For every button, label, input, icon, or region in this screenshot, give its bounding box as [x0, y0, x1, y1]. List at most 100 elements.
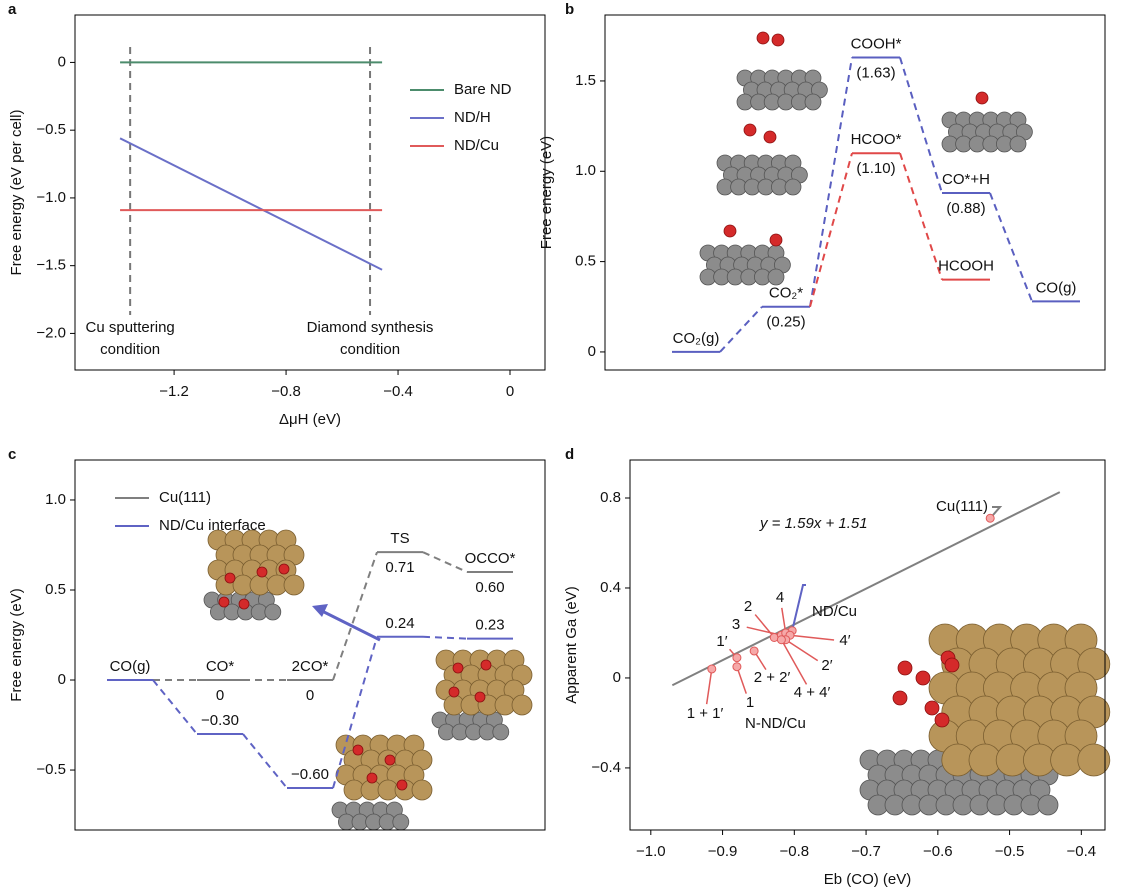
value-label: −0.60 — [291, 766, 329, 783]
panel-label: a — [8, 1, 17, 18]
y-tick-label: −1.0 — [36, 189, 66, 206]
x-tick-label: −1.0 — [636, 843, 666, 860]
y-tick-label: −0.5 — [36, 121, 66, 138]
atom — [743, 123, 757, 137]
value-label: 0 — [306, 687, 314, 704]
reference-label: condition — [340, 341, 400, 358]
point-label: 2 + 2′ — [754, 669, 791, 686]
atom — [892, 690, 908, 706]
atom — [492, 723, 510, 741]
point-label: 4′ — [839, 632, 850, 649]
connector — [332, 636, 378, 789]
atom — [756, 31, 770, 45]
connector — [899, 152, 943, 280]
point-label: 1 — [746, 694, 754, 711]
point-label: 2 — [744, 598, 752, 615]
point-label: 4 — [776, 589, 784, 606]
y-axis-label: Free energy (eV) — [8, 588, 25, 701]
atom — [411, 779, 433, 801]
atom — [218, 596, 230, 608]
y-axis-label: Apparent Ga (eV) — [563, 586, 580, 704]
y-tick-label: 0.5 — [45, 581, 66, 598]
connector — [332, 551, 378, 681]
atom — [384, 754, 396, 766]
atom — [480, 659, 492, 671]
plot-frame — [629, 459, 1106, 831]
atom — [448, 686, 460, 698]
state-label: TS — [390, 530, 409, 547]
state-label: CO*+H — [942, 171, 990, 188]
value-label: (1.63) — [856, 64, 895, 81]
x-tick-label: 0 — [506, 383, 514, 400]
y-tick-label: 0 — [58, 53, 66, 70]
data-point — [985, 513, 995, 523]
atom — [1009, 135, 1027, 153]
legend-label: ND/Cu interface — [159, 517, 266, 534]
x-tick-label: −0.8 — [271, 383, 301, 400]
series-line — [119, 137, 383, 271]
atom — [352, 744, 364, 756]
y-tick-label: −0.4 — [591, 759, 621, 776]
leader-line — [789, 634, 835, 641]
legend-label: Cu(111) — [159, 489, 211, 506]
atom — [784, 178, 802, 196]
atom — [511, 694, 533, 716]
atom — [944, 657, 960, 673]
state-label: HCOO* — [851, 131, 902, 148]
value-label: (1.10) — [856, 160, 895, 177]
panel-label: b — [565, 1, 574, 18]
legend-label: ND/H — [454, 109, 491, 126]
atom — [804, 93, 822, 111]
x-tick-label: −0.5 — [995, 843, 1025, 860]
connector — [809, 152, 853, 308]
y-tick-label: 0 — [588, 343, 596, 360]
group-label: ND/Cu — [812, 603, 857, 620]
connector — [422, 635, 468, 640]
y-tick-label: 1.0 — [45, 491, 66, 508]
reference-label: Cu sputtering — [86, 319, 175, 336]
state-label: OCCO* — [465, 550, 516, 567]
group-label: N-ND/Cu — [745, 715, 806, 732]
atom — [474, 691, 486, 703]
x-tick-label: −0.4 — [383, 383, 413, 400]
atom — [1037, 794, 1059, 816]
atom — [934, 712, 950, 728]
plot-frame — [604, 14, 1106, 371]
atom — [278, 563, 290, 575]
atom — [771, 33, 785, 47]
connector — [809, 57, 853, 307]
x-tick-label: −0.6 — [923, 843, 953, 860]
arrow — [321, 609, 381, 642]
fit-equation: y = 1.59x + 1.51 — [759, 515, 868, 532]
plot-frame — [74, 14, 546, 371]
state-label: CO(g) — [110, 658, 151, 675]
value-label: 0.71 — [385, 559, 414, 576]
y-tick-label: −2.0 — [36, 324, 66, 341]
data-point — [732, 662, 742, 672]
leader-line — [736, 666, 747, 694]
atom — [723, 224, 737, 238]
point-label: 1′ — [716, 633, 727, 650]
y-tick-label: 1.5 — [575, 72, 596, 89]
state-label: CO* — [206, 658, 235, 675]
y-tick-label: 0 — [613, 669, 621, 686]
point-label: 3 — [732, 616, 740, 633]
data-point — [749, 646, 759, 656]
reference-label: condition — [100, 341, 160, 358]
group-label: Cu(111) — [936, 498, 988, 515]
atom — [769, 233, 783, 247]
atom — [264, 603, 282, 621]
y-tick-label: 0.8 — [600, 489, 621, 506]
y-tick-label: −1.5 — [36, 257, 66, 274]
value-label: 0.60 — [475, 579, 504, 596]
connector — [422, 551, 468, 573]
x-axis-label: ΔμH (eV) — [279, 411, 341, 428]
atom — [767, 268, 785, 286]
state-label: CO₂* — [769, 285, 803, 302]
x-axis-label: Eb (CO) (eV) — [824, 871, 912, 888]
point-label: 4 + 4′ — [794, 684, 831, 701]
value-label: 0.23 — [475, 617, 504, 634]
state-label: CO₂(g) — [673, 330, 720, 347]
